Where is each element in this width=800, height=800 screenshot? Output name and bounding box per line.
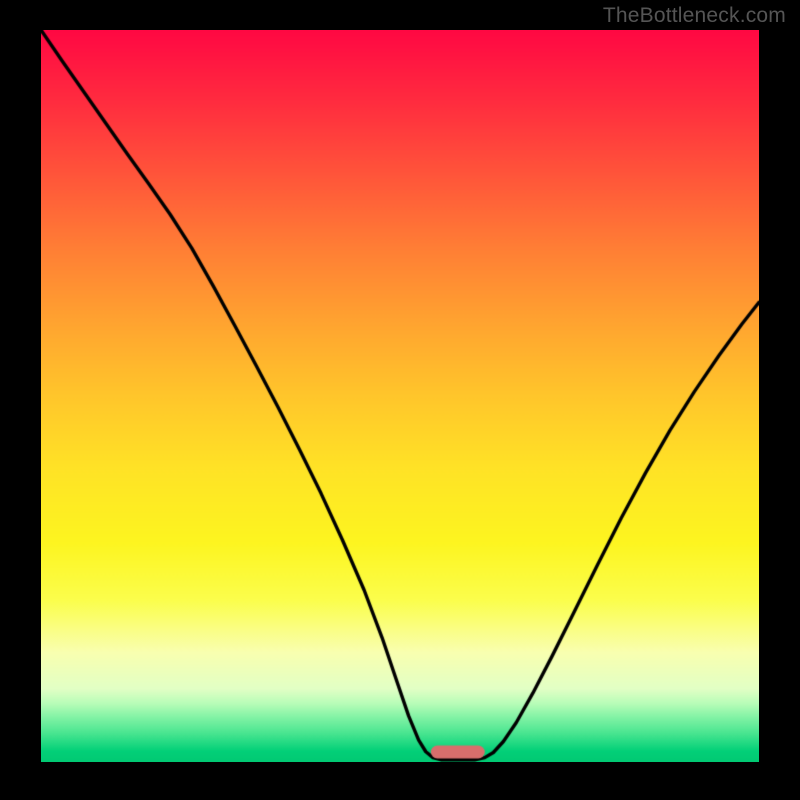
chart-root: TheBottleneck.com [0, 0, 800, 800]
plot-area [41, 30, 759, 762]
watermark-text: TheBottleneck.com [603, 4, 786, 28]
bottleneck-curve-canvas [41, 30, 759, 762]
